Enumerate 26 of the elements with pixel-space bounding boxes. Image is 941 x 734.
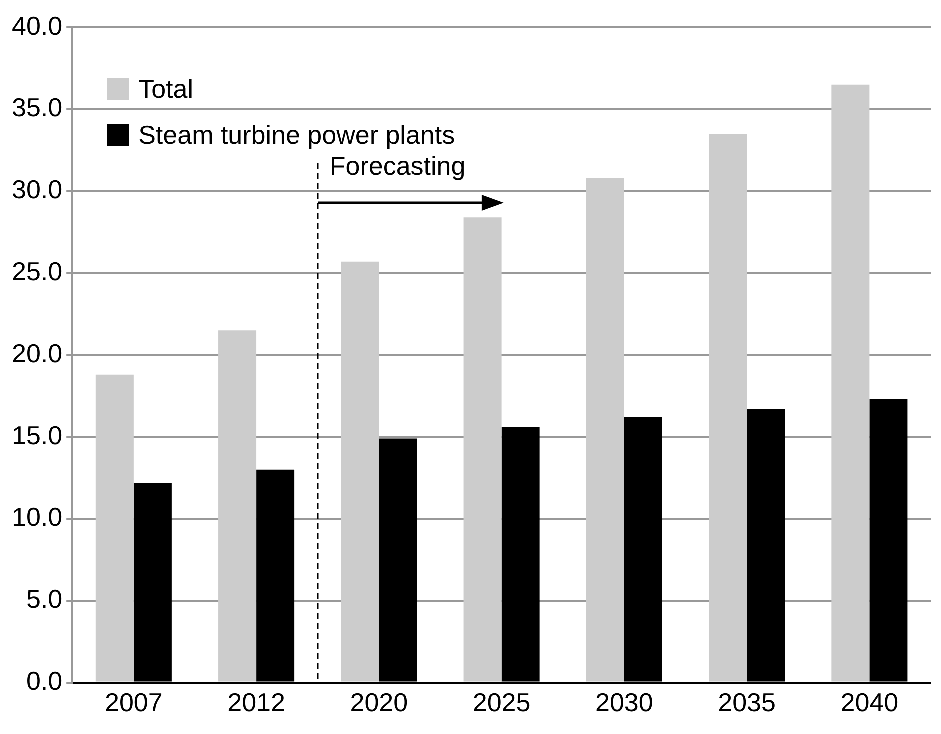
x-tick-label: 2035 — [718, 688, 776, 718]
bar — [96, 374, 134, 682]
x-tick-label: 2040 — [840, 688, 899, 718]
y-tick-label: 15.0 — [12, 420, 63, 450]
y-tick-label: 0.0 — [26, 666, 63, 696]
x-tick-label: 2030 — [596, 688, 654, 718]
x-tick-label: 2007 — [104, 688, 163, 718]
bar — [341, 262, 380, 682]
y-tick-label: 5.0 — [26, 584, 63, 614]
y-tick-label: 35.0 — [12, 92, 63, 123]
legend-label: Total — [138, 72, 194, 106]
y-tick-label: 10.0 — [12, 502, 63, 532]
bar — [832, 84, 870, 682]
x-tick-label: 2025 — [472, 688, 531, 718]
y-tick-label: 30.0 — [12, 174, 63, 205]
bar — [464, 218, 502, 682]
bar — [709, 134, 748, 682]
x-tick-label: 2012 — [228, 688, 286, 718]
legend-label: Steam turbine power plants — [138, 120, 456, 150]
annotation: Forecasting — [330, 150, 466, 182]
y-tick-label: 20.0 — [12, 338, 63, 368]
bar — [218, 330, 257, 682]
bar — [586, 178, 624, 682]
x-tick-label: 2020 — [350, 688, 408, 718]
y-tick-label: 40.0 — [12, 10, 63, 41]
y-tick-label: 25.0 — [12, 256, 63, 286]
